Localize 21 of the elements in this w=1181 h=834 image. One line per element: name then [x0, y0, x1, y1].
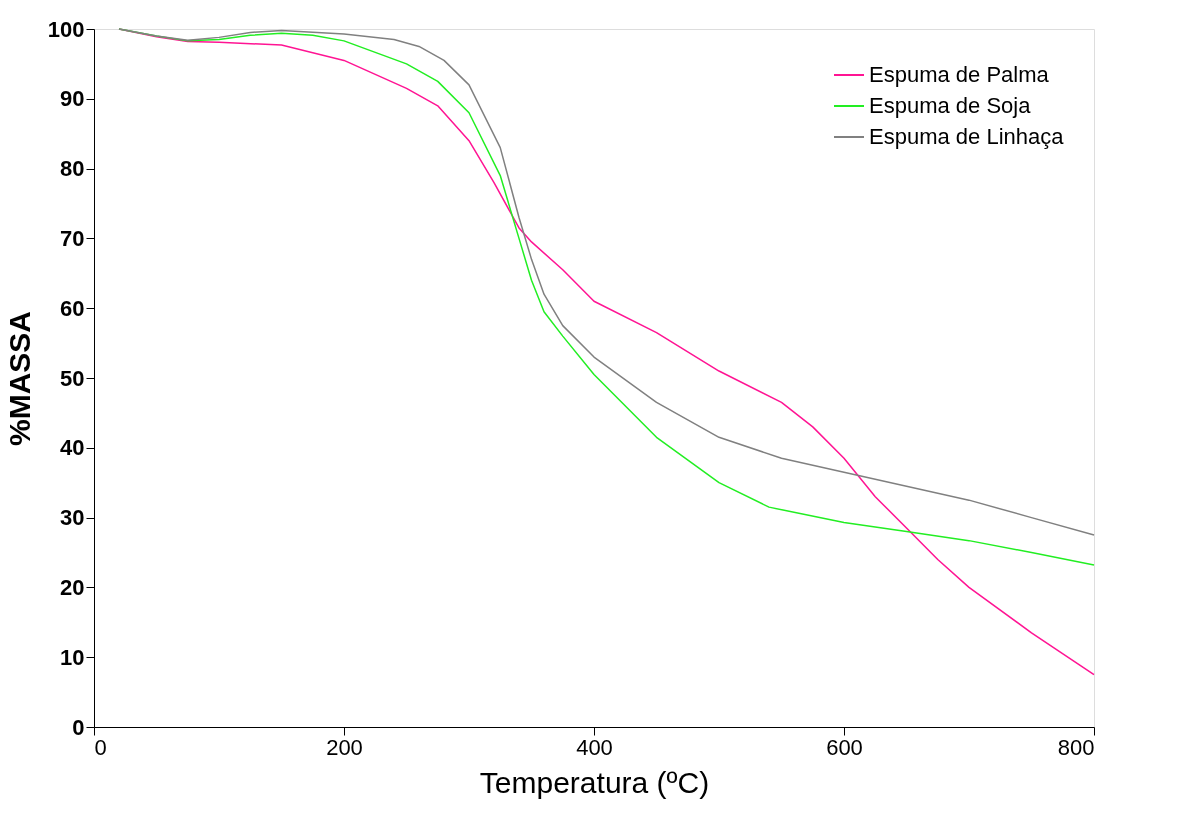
x-tick-label: 600 [826, 734, 863, 760]
y-tick-label: 50 [60, 365, 85, 391]
y-tick-label: 60 [60, 295, 85, 321]
y-tick-label: 70 [60, 225, 85, 251]
y-tick-label: 10 [60, 644, 85, 670]
y-tick-label: 100 [47, 16, 85, 42]
x-axis-title: Temperatura (ºC) [479, 765, 710, 799]
x-tick-label: 800 [1057, 734, 1095, 760]
legend-label: Espuma de Palma [869, 62, 1050, 87]
x-tick-label: 400 [576, 734, 613, 760]
y-tick-label: 30 [60, 505, 85, 531]
legend-label: Espuma de Linhaça [869, 124, 1065, 149]
y-axis-title: %MASSA [2, 310, 36, 447]
x-tick-label: 0 [94, 734, 107, 760]
legend-label: Espuma de Soja [869, 93, 1032, 118]
y-tick-label: 40 [60, 435, 85, 461]
y-tick-label: 90 [60, 86, 85, 112]
y-tick-label: 0 [72, 714, 85, 740]
y-tick-label: 20 [60, 574, 85, 600]
x-tick-label: 200 [326, 734, 363, 760]
y-tick-label: 80 [60, 156, 85, 182]
